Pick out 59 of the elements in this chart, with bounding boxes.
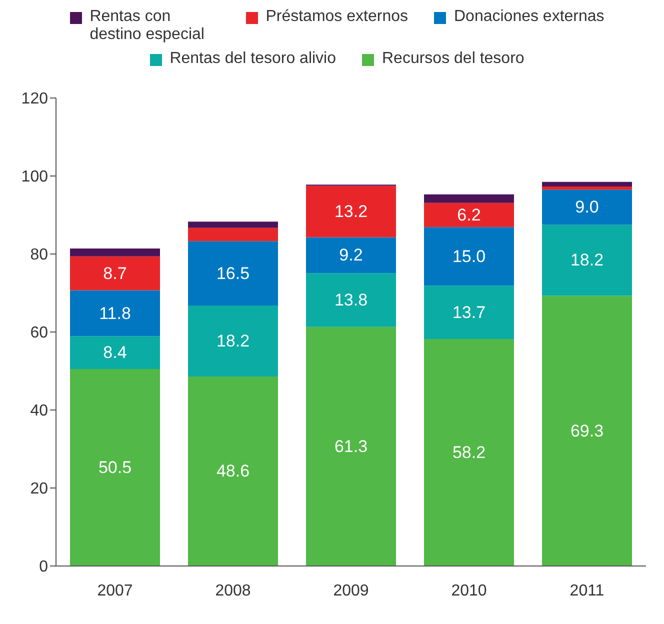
data-label: 48.6 [216, 462, 250, 481]
data-label: 18.2 [216, 331, 250, 350]
y-tick-label: 20 [30, 480, 48, 498]
x-tick-label: 2008 [215, 582, 251, 600]
bar [188, 228, 278, 242]
bar [70, 290, 160, 336]
bar [424, 202, 514, 228]
bar [70, 248, 160, 256]
y-tick-label: 0 [39, 558, 48, 576]
data-label: 15.0 [452, 246, 486, 266]
data-label: 8.7 [103, 264, 127, 283]
y-tick-label: 100 [21, 168, 48, 186]
bar [424, 227, 514, 286]
bar [424, 339, 514, 566]
data-label: 13.8 [334, 290, 368, 310]
x-tick-label: 2010 [451, 582, 487, 600]
bar [70, 369, 160, 566]
data-label: 69.3 [570, 421, 604, 440]
bar [424, 194, 514, 203]
data-label: 13.7 [452, 302, 486, 322]
bar [424, 286, 514, 340]
y-tick-label: 120 [21, 90, 48, 108]
data-label: 13.2 [334, 202, 368, 221]
y-tick-label: 60 [30, 324, 48, 342]
data-label: 8.4 [103, 343, 127, 362]
x-tick-label: 2011 [570, 582, 604, 600]
data-label: 9.2 [339, 246, 363, 265]
legend-label: Donaciones externas [454, 8, 604, 26]
data-label: 61.3 [334, 436, 368, 456]
y-tick-label: 40 [30, 402, 48, 420]
bar [542, 296, 632, 566]
data-label: 58.2 [452, 443, 486, 462]
bar [188, 241, 278, 306]
bar [188, 222, 278, 228]
legend-label: Recursos del tesoro [382, 50, 524, 68]
data-label: 6.2 [457, 206, 481, 224]
bar [306, 273, 396, 327]
bar [306, 326, 396, 566]
bar [188, 376, 278, 566]
bar [188, 305, 278, 376]
data-label: 50.5 [98, 458, 132, 478]
bar [306, 186, 396, 238]
bar [70, 336, 160, 370]
bar [542, 186, 632, 190]
data-label: 9.0 [575, 198, 599, 217]
bar [542, 182, 632, 187]
y-tick-label: 80 [30, 246, 48, 264]
legend-label: Rentas del tesoro alivio [170, 50, 336, 68]
bar [542, 190, 632, 225]
data-label: 18.2 [570, 250, 604, 270]
legend-label: Rentas con destino especial [90, 8, 206, 44]
data-label: 11.8 [99, 304, 131, 323]
legend-label: Préstamos externos [266, 8, 408, 26]
data-label: 16.5 [216, 264, 250, 283]
x-tick-label: 2009 [333, 582, 369, 600]
bar [306, 237, 396, 274]
bar [542, 224, 632, 296]
bar [70, 256, 160, 290]
x-tick-label: 2007 [97, 582, 133, 600]
